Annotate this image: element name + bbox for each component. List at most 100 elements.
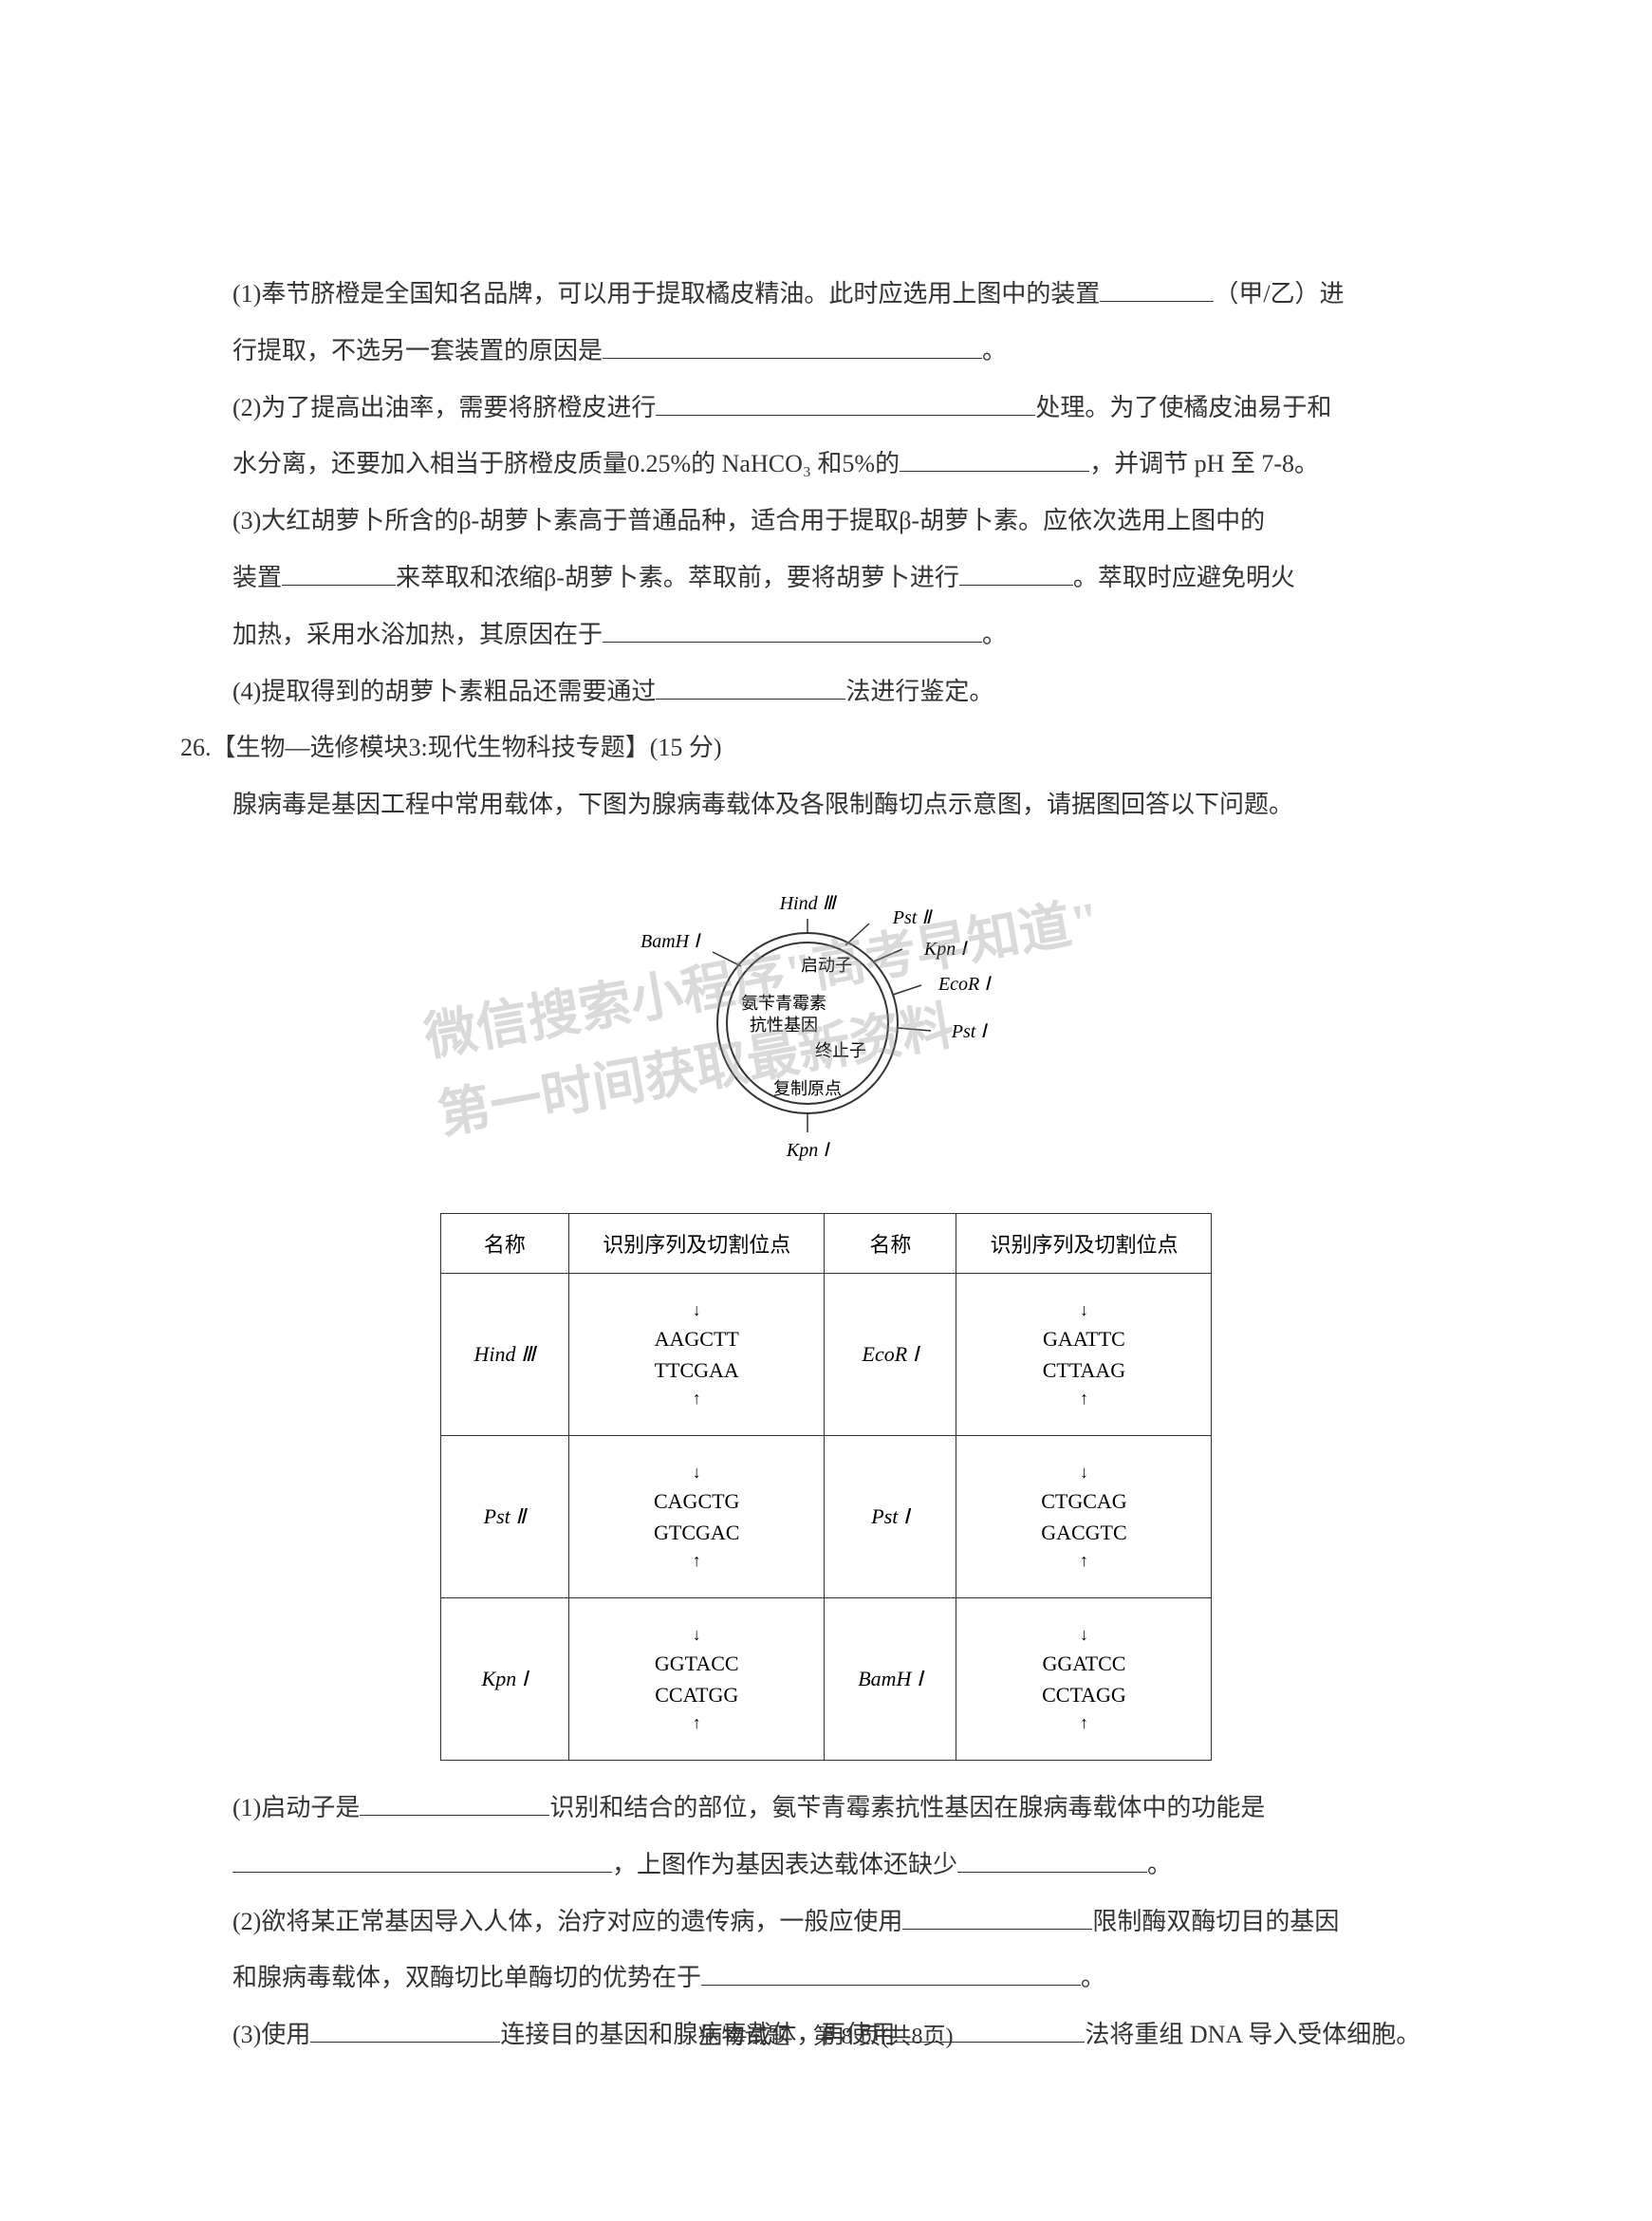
seq-top: CTGCAG: [990, 1485, 1178, 1517]
blank-fill[interactable]: [656, 675, 845, 700]
enzyme-name: Kpn Ⅰ: [440, 1597, 569, 1760]
blank-fill[interactable]: [957, 1848, 1147, 1873]
q1-text-1-end: （甲/乙）进: [1214, 280, 1344, 308]
enzyme-seq: ↓ GGATCC CCTAGG ↑: [956, 1597, 1212, 1760]
seq-bot: CCATGG: [603, 1679, 790, 1710]
q2-text-2: 水分离，还要加入相当于脐橙皮质量0.25%的 NaHCO₃ 和5%的: [232, 450, 900, 477]
question-3-line3: 加热，采用水浴加热，其原因在于。: [232, 607, 1472, 663]
q26-1-text-c: ，上图作为基因表达载体还缺少: [612, 1851, 957, 1878]
blank-fill[interactable]: [902, 1905, 1092, 1930]
q26-header-text: 26.【生物—选修模块3:现代生物科技专题】(15 分): [180, 734, 722, 761]
footer-text: 生物试题 第 8 页(共8页): [699, 2025, 954, 2049]
arrow-up-icon: ↑: [990, 1710, 1178, 1736]
q1-text-2: 行提取，不选另一套装置的原因是: [232, 337, 603, 364]
enzyme-seq: ↓ GGTACC CCATGG ↑: [569, 1597, 825, 1760]
seq-top: GAATTC: [990, 1323, 1178, 1354]
question-26-1-line2: ，上图作为基因表达载体还缺少 。: [232, 1837, 1472, 1894]
table-header-row: 名称 识别序列及切割位点 名称 识别序列及切割位点: [440, 1213, 1212, 1273]
blank-fill[interactable]: [603, 618, 982, 643]
arrow-down-icon: ↓: [603, 1297, 790, 1323]
table-row: Hind Ⅲ ↓ AAGCTT TTCGAA ↑ EcoR Ⅰ ↓ GAATTC…: [440, 1273, 1212, 1435]
q3-text-2c: 。萃取时应避免明火: [1073, 564, 1295, 591]
question-26-1-line1: (1)启动子是 识别和结合的部位，氨苄青霉素抗性基因在腺病毒载体中的功能是: [232, 1780, 1472, 1837]
th-seq-2: 识别序列及切割位点: [956, 1213, 1212, 1273]
seq-bot: GACGTC: [990, 1517, 1178, 1548]
arrow-down-icon: ↓: [603, 1622, 790, 1648]
blank-fill[interactable]: [900, 447, 1089, 472]
plasmid-svg: Hind Ⅲ Pst Ⅱ Kpn Ⅰ EcoR Ⅰ Pst Ⅰ BamH Ⅰ K…: [618, 862, 1035, 1185]
arrow-down-icon: ↓: [603, 1460, 790, 1485]
label-pstii: Pst Ⅱ: [891, 907, 933, 928]
label-origin: 复制原点: [773, 1079, 842, 1098]
label-kpni-bottom: Kpn Ⅰ: [785, 1140, 829, 1161]
q3-text-2a: 装置: [232, 564, 282, 591]
arrow-down-icon: ↓: [990, 1622, 1178, 1648]
th-seq-1: 识别序列及切割位点: [569, 1213, 825, 1273]
q4-text-1: (4)提取得到的胡萝卜素粗品还需要通过: [232, 678, 656, 705]
q1-text-1: (1)奉节脐橙是全国知名品牌，可以用于提取橘皮精油。此时应选用上图中的装置: [232, 280, 1100, 308]
blank-fill[interactable]: [701, 1961, 1081, 1986]
label-promoter: 启动子: [801, 956, 852, 975]
seq-bot: CTTAAG: [990, 1354, 1178, 1386]
blank-fill[interactable]: [603, 334, 982, 359]
blank-fill[interactable]: [656, 391, 1035, 416]
blank-fill[interactable]: [959, 561, 1073, 586]
q1-text-2-end: 。: [982, 337, 1007, 364]
seq-top: AAGCTT: [603, 1323, 790, 1354]
plasmid-diagram: Hind Ⅲ Pst Ⅱ Kpn Ⅰ EcoR Ⅰ Pst Ⅰ BamH Ⅰ K…: [180, 862, 1472, 1185]
seq-top: GGATCC: [990, 1648, 1178, 1679]
q2-text-2-end: ，并调节 pH 至 7-8。: [1089, 450, 1319, 477]
q26-1-text-end: 。: [1147, 1851, 1172, 1878]
blank-fill[interactable]: [1100, 277, 1214, 302]
seq-bot: CCTAGG: [990, 1679, 1178, 1710]
enzyme-table: 名称 识别序列及切割位点 名称 识别序列及切割位点 Hind Ⅲ ↓ AAGCT…: [440, 1213, 1213, 1761]
arrow-up-icon: ↑: [990, 1386, 1178, 1411]
question-2-line1: (2)为了提高出油率，需要将脐橙皮进行 处理。为了使橘皮油易于和: [232, 380, 1472, 437]
table-row: Kpn Ⅰ ↓ GGTACC CCATGG ↑ BamH Ⅰ ↓ GGATCC …: [440, 1597, 1212, 1760]
enzyme-seq: ↓ GAATTC CTTAAG ↑: [956, 1273, 1212, 1435]
th-name-1: 名称: [440, 1213, 569, 1273]
table-body: Hind Ⅲ ↓ AAGCTT TTCGAA ↑ EcoR Ⅰ ↓ GAATTC…: [440, 1273, 1212, 1760]
question-3-line2: 装置 来萃取和浓缩β-胡萝卜素。萃取前，要将胡萝卜进行 。萃取时应避免明火: [232, 550, 1472, 607]
label-hindiii: Hind Ⅲ: [778, 893, 837, 914]
question-26-header: 26.【生物—选修模块3:现代生物科技专题】(15 分): [180, 719, 1472, 776]
q26-2-text-a: (2)欲将某正常基因导入人体，治疗对应的遗传病，一般应使用: [232, 1908, 902, 1935]
arrow-up-icon: ↑: [603, 1548, 790, 1574]
blank-fill[interactable]: [232, 1848, 612, 1873]
enzyme-name: Hind Ⅲ: [440, 1273, 569, 1435]
q3-text-3-end: 。: [982, 621, 1007, 648]
enzyme-seq: ↓ AAGCTT TTCGAA ↑: [569, 1273, 825, 1435]
question-4-line1: (4)提取得到的胡萝卜素粗品还需要通过法进行鉴定。: [232, 663, 1472, 720]
enzyme-name: BamH Ⅰ: [825, 1597, 956, 1760]
th-name-2: 名称: [825, 1213, 956, 1273]
enzyme-seq: ↓ CTGCAG GACGTC ↑: [956, 1435, 1212, 1597]
seq-top: CAGCTG: [603, 1485, 790, 1517]
exam-page: (1)奉节脐橙是全国知名品牌，可以用于提取橘皮精油。此时应选用上图中的装置 （甲/…: [0, 0, 1652, 2221]
q26-1-text-b: 识别和结合的部位，氨苄青霉素抗性基因在腺病毒载体中的功能是: [549, 1794, 1265, 1821]
q26-2-text-b: 限制酶双酶切目的基因: [1092, 1908, 1339, 1935]
q2-text-1-end: 处理。为了使橘皮油易于和: [1035, 394, 1331, 421]
q2-text-1: (2)为了提高出油率，需要将脐橙皮进行: [232, 394, 656, 421]
label-psti: Pst Ⅰ: [950, 1021, 988, 1042]
label-amp1: 氨苄青霉素: [741, 994, 826, 1013]
seq-bot: TTCGAA: [603, 1354, 790, 1386]
q3-text-2b: 来萃取和浓缩β-胡萝卜素。萃取前，要将胡萝卜进行: [396, 564, 959, 591]
seq-bot: GTCGAC: [603, 1517, 790, 1548]
q3-text-1: (3)大红胡萝卜所含的β-胡萝卜素高于普通品种，适合用于提取β-胡萝卜素。应依次…: [232, 507, 1265, 534]
table-row: Pst Ⅱ ↓ CAGCTG GTCGAC ↑ Pst Ⅰ ↓ CTGCAG G…: [440, 1435, 1212, 1597]
enzyme-name: Pst Ⅱ: [440, 1435, 569, 1597]
q26-intro-text: 腺病毒是基因工程中常用载体，下图为腺病毒载体及各限制酶切点示意图，请据图回答以下…: [232, 791, 1293, 818]
enzyme-name: Pst Ⅰ: [825, 1435, 956, 1597]
question-2-line2: 水分离，还要加入相当于脐橙皮质量0.25%的 NaHCO₃ 和5%的 ，并调节 p…: [232, 436, 1472, 493]
label-kpni-top: Kpn Ⅰ: [922, 939, 967, 960]
blank-fill[interactable]: [360, 1791, 549, 1816]
label-amp2: 抗性基因: [750, 1016, 818, 1035]
question-26-2-line2: 和腺病毒载体，双酶切比单酶切的优势在于 。: [232, 1950, 1472, 2006]
label-ecori: EcoR Ⅰ: [937, 974, 991, 995]
q26-1-text-a: (1)启动子是: [232, 1794, 360, 1821]
arrow-down-icon: ↓: [990, 1297, 1178, 1323]
q26-2-text-c: 和腺病毒载体，双酶切比单酶切的优势在于: [232, 1964, 701, 1991]
q26-2-text-end: 。: [1081, 1964, 1105, 1991]
blank-fill[interactable]: [282, 561, 396, 586]
seq-top: GGTACC: [603, 1648, 790, 1679]
